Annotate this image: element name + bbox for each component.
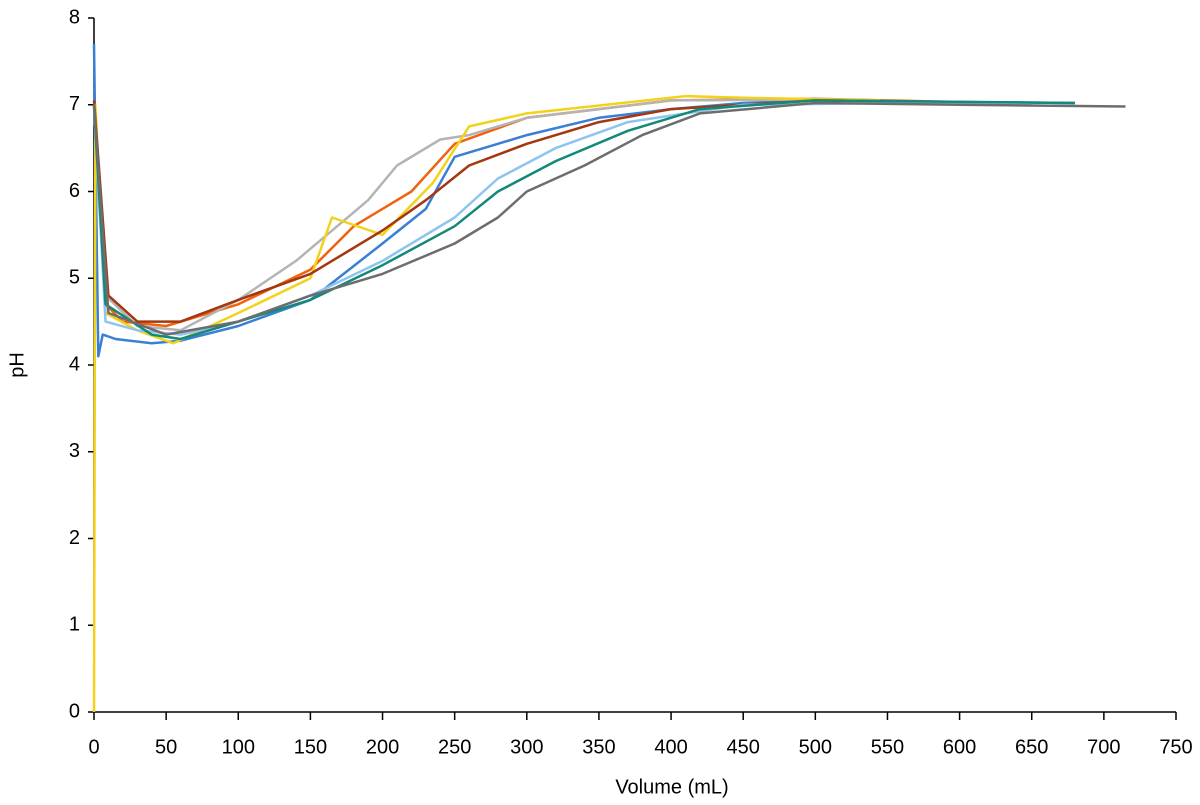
x-tick-label: 100 [222, 736, 255, 758]
x-tick-label: 750 [1159, 736, 1192, 758]
x-tick-label: 400 [654, 736, 687, 758]
y-tick-label: 8 [69, 6, 80, 28]
x-tick-label: 0 [88, 736, 99, 758]
y-tick-label: 7 [69, 93, 80, 115]
x-tick-label: 150 [294, 736, 327, 758]
y-axis-label: pH [6, 352, 28, 378]
series-line [92, 43, 1076, 358]
x-tick-label: 550 [871, 736, 904, 758]
x-tick-label: 50 [155, 736, 177, 758]
y-tick-label: 0 [69, 700, 80, 722]
x-tick-label: 350 [582, 736, 615, 758]
y-tick-label: 1 [69, 614, 80, 636]
series-line [92, 101, 1032, 336]
series-line [92, 99, 1076, 341]
x-tick-label: 200 [366, 736, 399, 758]
series-line [92, 97, 960, 328]
series-line [92, 99, 960, 323]
x-tick-label: 450 [727, 736, 760, 758]
series-line [92, 98, 989, 332]
x-axis-label: Volume (mL) [615, 776, 728, 798]
x-tick-label: 650 [1015, 736, 1048, 758]
x-tick-label: 600 [943, 736, 976, 758]
x-tick-label: 300 [510, 736, 543, 758]
y-tick-label: 4 [69, 353, 80, 375]
series-line [92, 94, 881, 713]
y-tick-label: 5 [69, 267, 80, 289]
y-tick-label: 2 [69, 527, 80, 549]
x-tick-label: 700 [1087, 736, 1120, 758]
y-tick-label: 6 [69, 180, 80, 202]
x-tick-label: 500 [799, 736, 832, 758]
y-tick-label: 3 [69, 440, 80, 462]
x-tick-label: 250 [438, 736, 471, 758]
series-line [92, 101, 1126, 336]
